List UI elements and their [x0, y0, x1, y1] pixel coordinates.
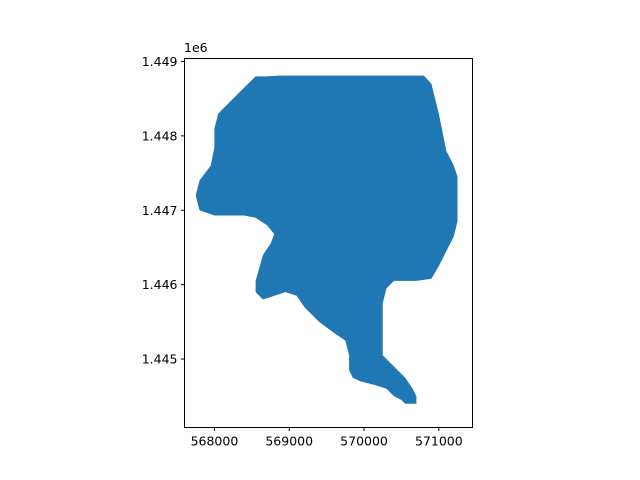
x-tick-label: 570000 [340, 434, 388, 449]
x-tick-label: 571000 [415, 434, 463, 449]
y-tick-label: 1.446 [142, 277, 178, 292]
y-tick-label: 1.447 [142, 203, 178, 218]
y-axis: 1.445 1.446 1.447 1.448 1.449 [142, 54, 185, 367]
region-polygon [195, 75, 458, 404]
x-tick-label: 569000 [265, 434, 313, 449]
x-tick-label: 568000 [191, 434, 239, 449]
y-axis-offset-label: 1e6 [184, 40, 208, 55]
axes-frame [184, 58, 473, 428]
y-tick-label: 1.449 [142, 54, 178, 69]
plot-area [195, 75, 458, 404]
y-tick-label: 1.448 [142, 128, 178, 143]
y-tick-label: 1.445 [142, 352, 178, 367]
x-axis: 568000 569000 570000 571000 [191, 427, 463, 449]
